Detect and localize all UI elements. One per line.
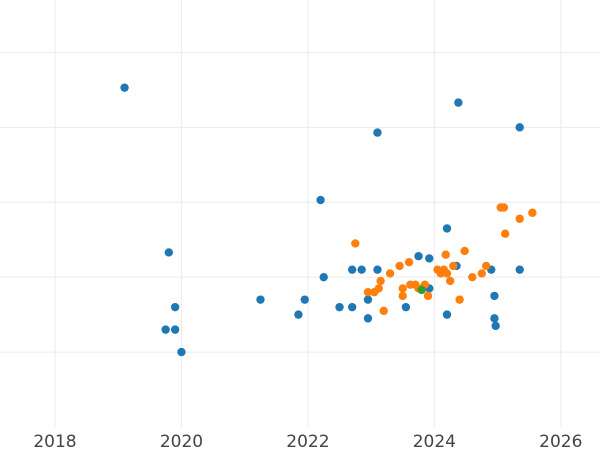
scatter-point-series-1: [164, 248, 174, 257]
scatter-point-series-2: [423, 291, 433, 301]
scatter-point-series-1: [442, 224, 452, 233]
scatter-point-series-1: [401, 302, 411, 312]
scatter-point-series-3: [417, 285, 426, 295]
scatter-point-series-1: [442, 310, 452, 319]
scatter-point-series-1: [319, 272, 328, 282]
scatter-point-series-1: [490, 291, 499, 301]
scatter-point-series-2: [379, 306, 388, 316]
scatter-point-series-1: [161, 325, 170, 334]
scatter-point-series-1: [347, 265, 357, 274]
scatter-point-series-1: [300, 295, 309, 304]
scatter-point-series-1: [515, 123, 524, 132]
scatter-point-series-1: [177, 347, 186, 357]
scatter-point-series-2: [460, 246, 469, 256]
scatter-point-series-2: [481, 261, 491, 271]
scatter-point-series-2: [398, 284, 407, 293]
scatter-point-series-1: [454, 98, 463, 107]
x-tick-labels: 2018 2020 2022 2024 2026: [33, 432, 582, 452]
scatter-point-series-1: [491, 321, 500, 331]
scatter-point-series-2: [441, 250, 450, 259]
scatter-point-series-1: [170, 325, 180, 334]
scatter-point-series-1: [256, 295, 265, 304]
scatter-point-series-2: [398, 291, 407, 301]
x-tick-label: 2026: [539, 432, 582, 450]
x-tick-label: 2024: [413, 432, 456, 450]
scatter-point-series-1: [335, 302, 344, 312]
scatter-point-series-1: [373, 128, 382, 137]
scatter-point-series-2: [404, 257, 414, 267]
scatter-point-series-2: [477, 269, 486, 278]
scatter-point-series-2: [363, 287, 373, 297]
scatter-point-series-2: [528, 208, 537, 217]
scatter-point-series-1: [316, 195, 325, 205]
scatter-point-series-1: [425, 254, 434, 263]
scatter-point-series-2: [351, 239, 360, 248]
scatter-point-series-2: [395, 261, 404, 271]
scatter-point-series-2: [500, 229, 510, 238]
scatter-point-series-2: [468, 272, 477, 282]
scatter-point-series-2: [442, 269, 452, 278]
scatter-point-series-2: [374, 284, 383, 293]
scatter-point-series-1: [120, 83, 129, 92]
scatter-point-series-2: [449, 261, 458, 271]
scatter-point-series-2: [499, 203, 509, 212]
points-layer: [120, 83, 537, 357]
scatter-point-series-2: [515, 214, 524, 223]
scatter-point-series-1: [363, 314, 373, 323]
scatter-point-series-1: [515, 265, 524, 274]
x-tick-label: 2022: [286, 432, 329, 450]
grid-layer: [0, 0, 600, 427]
scatter-point-series-2: [445, 276, 455, 286]
scatter-point-series-1: [363, 295, 373, 304]
x-tick-label: 2020: [160, 432, 203, 450]
scatter-point-series-2: [376, 276, 385, 286]
scatter-point-series-1: [170, 302, 180, 312]
scatter-point-series-1: [490, 314, 499, 323]
scatter-point-series-1: [414, 252, 423, 261]
scatter-point-series-1: [347, 302, 357, 312]
scatter-point-series-2: [455, 295, 464, 304]
scatter-point-series-1: [373, 265, 382, 274]
scatter-point-series-1: [294, 310, 303, 319]
scatter-point-series-2: [385, 269, 395, 278]
x-tick-label: 2018: [33, 432, 76, 450]
scatter-point-series-1: [357, 265, 366, 274]
